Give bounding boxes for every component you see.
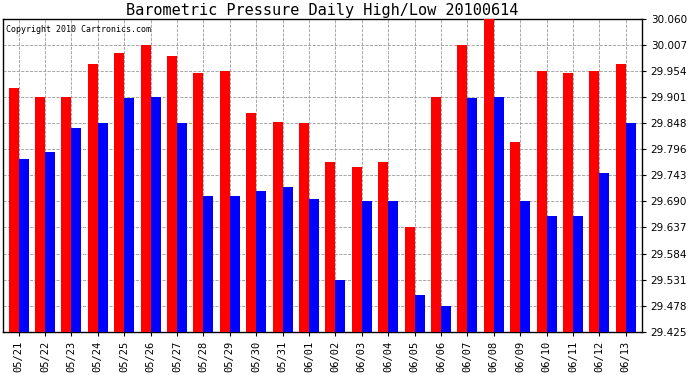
Bar xyxy=(124,98,135,332)
Bar xyxy=(256,192,266,332)
Bar xyxy=(150,98,161,332)
Bar xyxy=(378,162,388,332)
Bar xyxy=(220,71,230,332)
Bar xyxy=(61,98,72,332)
Bar xyxy=(72,128,81,332)
Bar xyxy=(457,45,467,332)
Bar xyxy=(114,54,124,332)
Bar xyxy=(484,19,494,332)
Bar xyxy=(520,201,531,332)
Bar xyxy=(589,71,600,332)
Bar xyxy=(615,64,626,332)
Bar xyxy=(19,159,29,332)
Bar xyxy=(177,123,187,332)
Bar xyxy=(431,98,441,332)
Bar xyxy=(546,216,557,332)
Bar xyxy=(273,123,283,332)
Text: Copyright 2010 Cartronics.com: Copyright 2010 Cartronics.com xyxy=(6,25,151,34)
Bar xyxy=(467,98,477,332)
Bar xyxy=(573,216,583,332)
Bar xyxy=(230,196,240,332)
Bar xyxy=(45,152,55,332)
Bar xyxy=(388,201,398,332)
Bar xyxy=(246,112,256,332)
Bar xyxy=(415,295,424,332)
Bar xyxy=(283,186,293,332)
Bar xyxy=(98,123,108,332)
Bar xyxy=(563,73,573,332)
Bar xyxy=(352,167,362,332)
Bar xyxy=(35,98,45,332)
Bar xyxy=(494,98,504,332)
Bar xyxy=(441,306,451,332)
Bar xyxy=(167,56,177,332)
Bar xyxy=(204,196,213,332)
Bar xyxy=(510,142,520,332)
Bar xyxy=(299,123,309,332)
Bar xyxy=(141,45,150,332)
Bar xyxy=(626,123,636,332)
Bar xyxy=(193,73,204,332)
Bar xyxy=(600,173,609,332)
Bar xyxy=(404,228,415,332)
Title: Barometric Pressure Daily High/Low 20100614: Barometric Pressure Daily High/Low 20100… xyxy=(126,3,518,18)
Bar xyxy=(335,280,346,332)
Bar xyxy=(8,88,19,332)
Bar xyxy=(326,162,335,332)
Bar xyxy=(362,201,372,332)
Bar xyxy=(537,71,546,332)
Bar xyxy=(88,64,98,332)
Bar xyxy=(309,199,319,332)
